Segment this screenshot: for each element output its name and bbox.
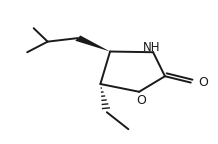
Text: NH: NH	[143, 41, 160, 54]
Text: O: O	[198, 76, 208, 89]
Polygon shape	[75, 35, 110, 52]
Text: O: O	[136, 94, 146, 107]
